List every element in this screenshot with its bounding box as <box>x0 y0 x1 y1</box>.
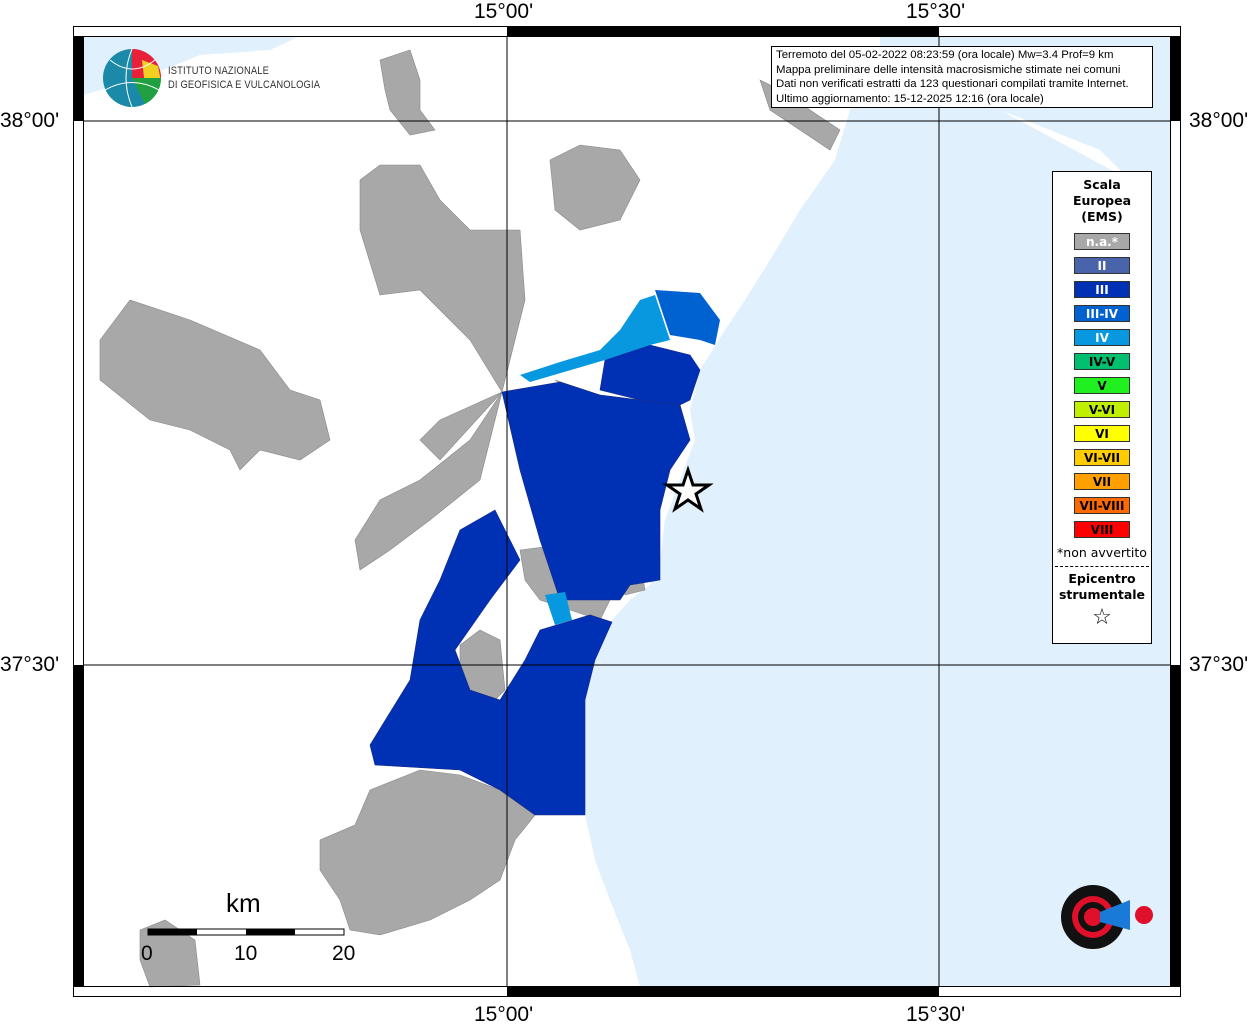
legend-swatch: VII-VIII <box>1074 497 1130 514</box>
legend-swatch: VII <box>1074 473 1130 490</box>
lon-tick-top: 15°30' <box>906 0 966 23</box>
map-frame <box>73 26 1181 997</box>
lat-tick-left: 38°00' <box>0 109 60 132</box>
epicenter-title-line: Epicentro <box>1068 571 1136 586</box>
lat-tick-right: 37°30' <box>1189 653 1249 676</box>
lon-tick-top: 15°00' <box>474 0 534 23</box>
info-line: Terremoto del 05-02-2022 08:23:59 (ora l… <box>776 49 1114 61</box>
legend-swatch: n.a.* <box>1074 233 1130 250</box>
scale-label: 0 <box>141 942 153 965</box>
ingv-logo-text: ISTITUTO NAZIONALE DI GEOFISICA E VULCAN… <box>168 64 320 92</box>
legend-swatch: VI <box>1074 425 1130 442</box>
scale-label: 20 <box>332 942 356 965</box>
region-iii <box>369 344 701 816</box>
scale-bar <box>147 928 345 936</box>
region-iv <box>545 592 572 625</box>
lon-tick-bottom: 15°00' <box>474 1003 534 1026</box>
scale-unit: km <box>226 888 261 918</box>
logo-line: ISTITUTO NAZIONALE <box>168 65 270 77</box>
graticule <box>83 36 1171 987</box>
scale-label: 10 <box>234 942 258 965</box>
legend-swatch: II <box>1074 257 1130 274</box>
legend-title-line: Europea <box>1072 193 1132 208</box>
lat-tick-right: 38°00' <box>1189 109 1249 132</box>
legend-swatch: IV-V <box>1074 353 1130 370</box>
legend-swatch: III-IV <box>1074 305 1130 322</box>
legend-title-line: (EMS) <box>1081 209 1123 224</box>
lat-tick-left: 37°30' <box>0 653 60 676</box>
info-line: Dati non verificati estratti da 123 ques… <box>776 78 1129 91</box>
star-icon: ☆ <box>1092 605 1112 630</box>
legend-title-line: Scala <box>1083 177 1121 192</box>
legend-swatch: IV <box>1074 329 1130 346</box>
region-iv <box>520 295 670 382</box>
lon-tick-bottom: 15°30' <box>906 1003 966 1026</box>
legend-swatch: III <box>1074 281 1130 298</box>
logo-line: DI GEOFISICA E VULCANOLOGIA <box>168 79 321 91</box>
info-line: Mappa preliminare delle intensità macros… <box>776 63 1121 76</box>
ingv-logo-globe <box>103 48 162 108</box>
event-info-box: Terremoto del 05-02-2022 08:23:59 (ora l… <box>771 46 1153 109</box>
info-line: Ultimo aggiornamento: 15-12-2025 12:16 (… <box>776 92 1044 105</box>
ems-legend: Scala Europea (EMS) n.a.* II III III-IV IV IV… <box>1052 171 1152 644</box>
hsit-logo <box>1061 885 1153 949</box>
epicenter-title-line: strumentale <box>1058 587 1146 602</box>
legend-swatch: V <box>1074 377 1130 394</box>
region-iii-iv <box>655 290 720 345</box>
legend-swatch: VIII <box>1074 521 1130 538</box>
legend-title: Scala Europea (EMS) <box>1053 177 1151 225</box>
epicenter-star <box>662 465 714 513</box>
legend-note: *non avvertito <box>1057 545 1147 560</box>
legend-swatch: VI-VII <box>1074 449 1130 466</box>
epicenter-legend: Epicentro strumentale <box>1053 571 1151 603</box>
sea <box>585 55 1171 987</box>
legend-swatch: V-VI <box>1074 401 1130 418</box>
legend-divider <box>1055 566 1149 567</box>
